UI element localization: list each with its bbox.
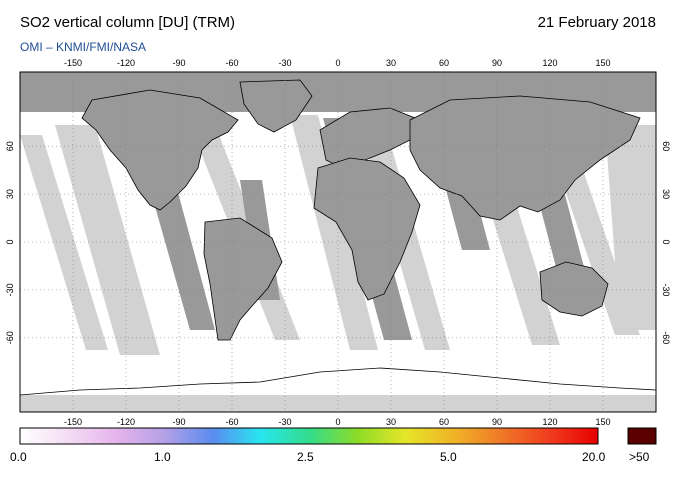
north-america-outline <box>81 89 239 211</box>
lon-tick-label: -150 <box>64 417 82 427</box>
antarctica-outline <box>20 367 656 396</box>
colorbar-label-1: 1.0 <box>154 450 171 464</box>
credit-label: OMI – KNMI/FMI/NASA <box>20 40 147 54</box>
colorbar-label-2: 2.5 <box>297 450 314 464</box>
map-frame <box>19 71 657 413</box>
lon-tick-label: 30 <box>386 58 396 68</box>
lon-tick-label: 90 <box>492 58 502 68</box>
latitude-ticks-right: 60 30 0 -30 -60 <box>661 141 671 344</box>
nodata-stripe-1 <box>20 135 108 350</box>
graticule <box>20 72 656 412</box>
antarctic-nodata-region <box>20 395 656 412</box>
lon-tick-label: 90 <box>492 417 502 427</box>
colorbar-over-label: >50 <box>629 450 650 464</box>
south-america-outline <box>203 217 283 341</box>
lat-tick-label: 60 <box>5 141 15 151</box>
lat-tick-label: -30 <box>661 283 671 296</box>
nodata-stripe-2 <box>55 125 160 355</box>
lon-tick-label: -90 <box>172 58 185 68</box>
colorbar-label-4: 20.0 <box>582 450 606 464</box>
lon-tick-label: 0 <box>335 58 340 68</box>
lat-tick-label: -30 <box>5 283 15 296</box>
lon-tick-label: 30 <box>386 417 396 427</box>
lon-tick-label: 120 <box>542 417 557 427</box>
lat-tick-label: 30 <box>661 189 671 199</box>
lon-tick-label: -30 <box>278 58 291 68</box>
lon-tick-label: -30 <box>278 417 291 427</box>
lon-tick-label: -120 <box>117 58 135 68</box>
lon-tick-label: -60 <box>225 417 238 427</box>
lat-tick-label: 60 <box>661 141 671 151</box>
lon-tick-label: 60 <box>439 58 449 68</box>
lon-tick-label: 120 <box>542 58 557 68</box>
latitude-ticks-left: 60 30 0 -30 -60 <box>5 141 15 344</box>
colorbar-over-swatch <box>627 427 657 445</box>
longitude-ticks-top: -150 -120 -90 -60 -30 0 30 60 90 120 150 <box>64 58 611 68</box>
asia-outline <box>409 95 641 221</box>
lat-tick-label: 0 <box>5 239 15 244</box>
australia-outline <box>539 261 609 317</box>
chart-title: SO2 vertical column [DU] (TRM) <box>20 14 236 31</box>
lon-tick-label: -60 <box>225 58 238 68</box>
lon-tick-label: -150 <box>64 58 82 68</box>
lon-tick-label: -90 <box>172 417 185 427</box>
nodata-stripe-8 <box>605 125 656 330</box>
lon-tick-label: 150 <box>595 417 610 427</box>
lat-tick-label: 30 <box>5 189 15 199</box>
lon-tick-label: -120 <box>117 417 135 427</box>
date-label: 21 February 2018 <box>537 14 656 31</box>
lon-tick-label: 0 <box>335 417 340 427</box>
lat-tick-label: 0 <box>661 239 671 244</box>
lon-tick-label: 60 <box>439 417 449 427</box>
longitude-ticks-bottom: -150 -120 -90 -60 -30 0 30 60 90 120 150 <box>64 417 611 427</box>
lat-tick-label: -60 <box>661 331 671 344</box>
lon-tick-label: 150 <box>595 58 610 68</box>
greenland-outline <box>239 79 313 133</box>
lat-tick-label: -60 <box>5 331 15 344</box>
nodata-stripe-4 <box>290 115 378 350</box>
colorbar-label-0: 0.0 <box>10 450 27 464</box>
colorbar-label-3: 5.0 <box>440 450 457 464</box>
africa-outline <box>313 157 421 301</box>
colorbar-gradient <box>19 427 599 445</box>
